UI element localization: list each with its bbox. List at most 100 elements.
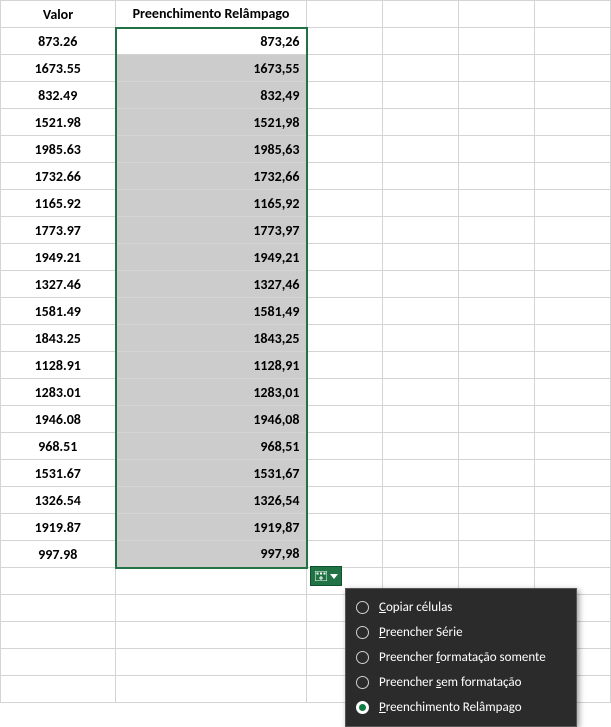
cell-preenchimento[interactable]: 1732,66 xyxy=(116,163,307,190)
empty-cell[interactable] xyxy=(1,622,116,649)
empty-cell[interactable] xyxy=(307,244,383,271)
empty-cell[interactable] xyxy=(307,487,383,514)
header-valor[interactable]: Valor xyxy=(1,1,116,28)
cell-preenchimento[interactable]: 1521,98 xyxy=(116,109,307,136)
cell-valor[interactable]: 1581.49 xyxy=(1,298,116,325)
empty-cell[interactable] xyxy=(535,433,611,460)
cell-valor[interactable]: 1985.63 xyxy=(1,136,116,163)
menu-item-4[interactable]: Preenchimento Relâmpago xyxy=(346,695,576,720)
empty-cell[interactable] xyxy=(459,163,535,190)
cell-valor[interactable]: 1949.21 xyxy=(1,244,116,271)
cell-preenchimento[interactable]: 1531,67 xyxy=(116,460,307,487)
empty-cell[interactable] xyxy=(535,217,611,244)
empty-cell[interactable] xyxy=(459,298,535,325)
autofill-options-button[interactable] xyxy=(310,566,342,586)
empty-cell[interactable] xyxy=(383,379,459,406)
empty-cell[interactable] xyxy=(383,163,459,190)
empty-cell[interactable] xyxy=(535,325,611,352)
empty-cell[interactable] xyxy=(383,82,459,109)
empty-cell[interactable] xyxy=(307,325,383,352)
empty-cell[interactable] xyxy=(307,109,383,136)
empty-cell[interactable] xyxy=(1,595,116,622)
cell-preenchimento[interactable]: 1673,55 xyxy=(116,55,307,82)
empty-cell[interactable] xyxy=(535,379,611,406)
empty-cell[interactable] xyxy=(116,622,307,649)
empty-cell[interactable] xyxy=(307,271,383,298)
empty-cell[interactable] xyxy=(535,460,611,487)
empty-cell[interactable] xyxy=(307,28,383,55)
empty-cell[interactable] xyxy=(383,244,459,271)
empty-cell[interactable] xyxy=(383,28,459,55)
empty-cell[interactable] xyxy=(459,379,535,406)
empty-cell[interactable] xyxy=(459,514,535,541)
cell-preenchimento[interactable]: 1843,25 xyxy=(116,325,307,352)
empty-cell[interactable] xyxy=(1,568,116,595)
cell-valor[interactable]: 1531.67 xyxy=(1,460,116,487)
empty-cell[interactable] xyxy=(383,541,459,568)
empty-cell[interactable] xyxy=(307,190,383,217)
empty-cell[interactable] xyxy=(1,676,116,703)
empty-cell[interactable] xyxy=(459,541,535,568)
cell-valor[interactable]: 1843.25 xyxy=(1,325,116,352)
empty-cell[interactable] xyxy=(459,244,535,271)
empty-cell[interactable] xyxy=(307,379,383,406)
cell-preenchimento[interactable]: 1283,01 xyxy=(116,379,307,406)
cell-preenchimento[interactable]: 832,49 xyxy=(116,82,307,109)
cell-valor[interactable]: 1128.91 xyxy=(1,352,116,379)
empty-cell[interactable] xyxy=(1,649,116,676)
menu-item-3[interactable]: Preencher sem formatação xyxy=(346,670,576,695)
empty-cell[interactable] xyxy=(535,541,611,568)
empty-cell[interactable] xyxy=(459,28,535,55)
cell-valor[interactable]: 968.51 xyxy=(1,433,116,460)
empty-cell[interactable] xyxy=(535,514,611,541)
cell-preenchimento[interactable]: 1327,46 xyxy=(116,271,307,298)
cell-valor[interactable]: 1165.92 xyxy=(1,190,116,217)
empty-cell[interactable] xyxy=(535,406,611,433)
cell-preenchimento[interactable]: 1326,54 xyxy=(116,487,307,514)
empty-cell[interactable] xyxy=(535,28,611,55)
cell-valor[interactable]: 1326.54 xyxy=(1,487,116,514)
cell-valor[interactable]: 1521.98 xyxy=(1,109,116,136)
empty-cell[interactable] xyxy=(307,163,383,190)
cell-valor[interactable]: 1673.55 xyxy=(1,55,116,82)
empty-cell[interactable] xyxy=(535,487,611,514)
empty-cell[interactable] xyxy=(383,460,459,487)
empty-cell[interactable] xyxy=(383,217,459,244)
empty-cell[interactable] xyxy=(459,352,535,379)
cell-valor[interactable]: 1327.46 xyxy=(1,271,116,298)
cell-preenchimento[interactable]: 1949,21 xyxy=(116,244,307,271)
empty-cell[interactable] xyxy=(535,298,611,325)
empty-cell[interactable] xyxy=(535,55,611,82)
empty-cell[interactable] xyxy=(383,325,459,352)
empty-cell[interactable] xyxy=(383,55,459,82)
empty-cell[interactable] xyxy=(307,460,383,487)
cell-preenchimento[interactable]: 1919,87 xyxy=(116,514,307,541)
empty-cell[interactable] xyxy=(535,82,611,109)
empty-cell[interactable] xyxy=(459,109,535,136)
empty-cell[interactable] xyxy=(459,82,535,109)
empty-cell[interactable] xyxy=(459,406,535,433)
cell-preenchimento[interactable]: 997,98 xyxy=(116,541,307,568)
empty-cell[interactable] xyxy=(307,82,383,109)
empty-cell[interactable] xyxy=(535,163,611,190)
empty-cell[interactable] xyxy=(459,55,535,82)
empty-cell[interactable] xyxy=(535,136,611,163)
empty-cell[interactable] xyxy=(307,541,383,568)
empty-cell[interactable] xyxy=(307,433,383,460)
empty-cell[interactable] xyxy=(459,271,535,298)
empty-cell[interactable] xyxy=(383,1,459,28)
cell-valor[interactable]: 1773.97 xyxy=(1,217,116,244)
empty-cell[interactable] xyxy=(116,568,307,595)
cell-preenchimento[interactable]: 1773,97 xyxy=(116,217,307,244)
empty-cell[interactable] xyxy=(459,190,535,217)
empty-cell[interactable] xyxy=(459,460,535,487)
empty-cell[interactable] xyxy=(383,487,459,514)
empty-cell[interactable] xyxy=(383,433,459,460)
empty-cell[interactable] xyxy=(383,136,459,163)
empty-cell[interactable] xyxy=(307,406,383,433)
cell-preenchimento[interactable]: 1985,63 xyxy=(116,136,307,163)
empty-cell[interactable] xyxy=(383,514,459,541)
empty-cell[interactable] xyxy=(535,352,611,379)
empty-cell[interactable] xyxy=(307,217,383,244)
cell-preenchimento[interactable]: 968,51 xyxy=(116,433,307,460)
